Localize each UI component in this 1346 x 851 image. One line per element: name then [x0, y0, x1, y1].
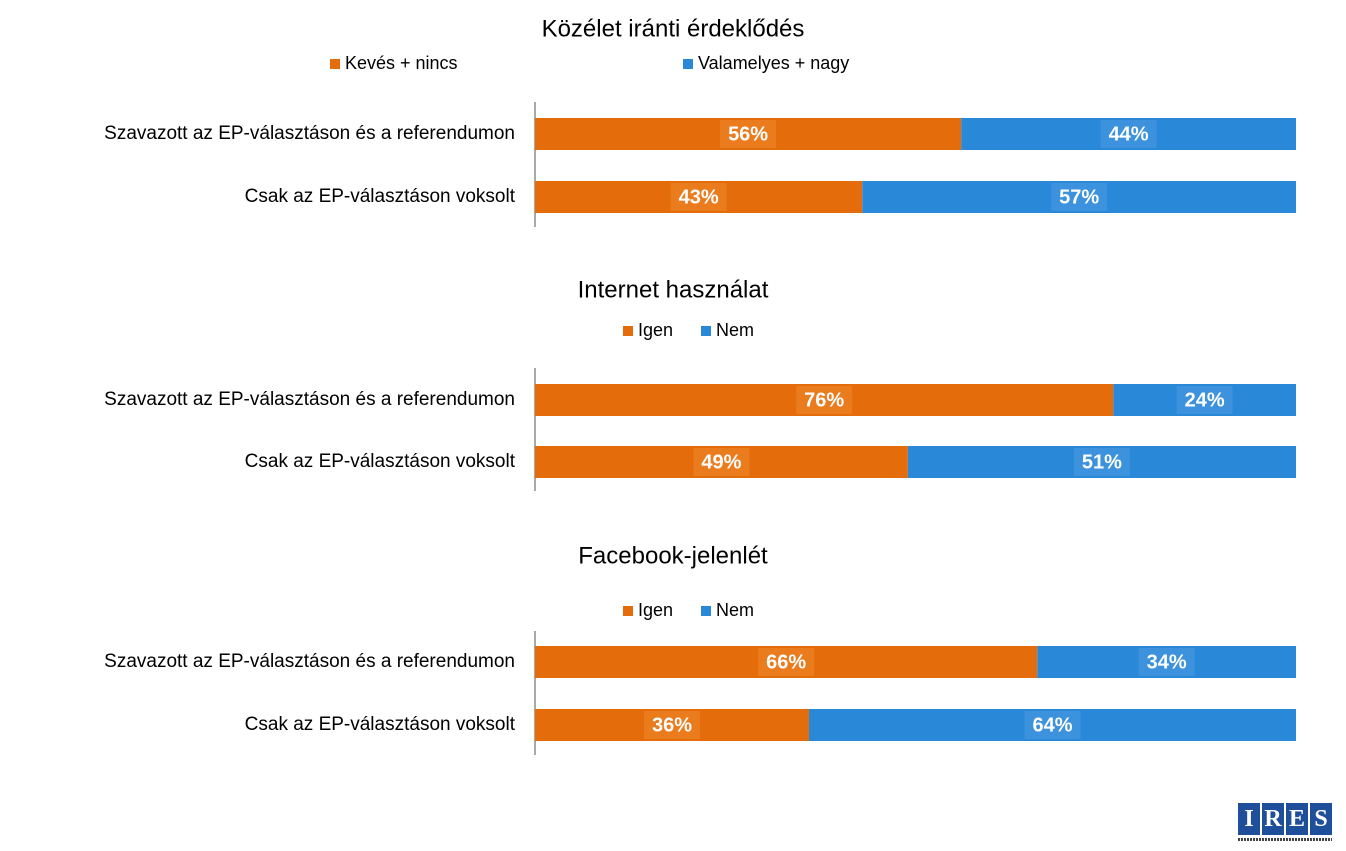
data-label: 44% [1109, 123, 1149, 145]
legend-label: Igen [638, 320, 673, 340]
data-label-background [670, 183, 727, 211]
legend-label: Valamelyes + nagy [698, 53, 849, 73]
legend-label: Nem [716, 320, 754, 340]
logo-letter: E [1286, 803, 1308, 835]
category-label: Szavazott az EP-választáson és a referen… [104, 651, 515, 672]
legend-label: Igen [638, 600, 673, 620]
legend-swatch [330, 59, 340, 69]
data-label-background [1051, 183, 1108, 211]
data-label-background [1024, 711, 1081, 739]
logo-letter: S [1310, 803, 1332, 835]
data-label: 36% [652, 714, 692, 736]
data-label: 57% [1059, 186, 1099, 208]
category-label: Szavazott az EP-választáson és a referen… [104, 389, 515, 410]
data-label: 66% [766, 651, 806, 673]
legend-swatch [701, 606, 711, 616]
data-label-background [758, 648, 815, 676]
legend-label: Nem [716, 600, 754, 620]
category-label: Csak az EP-választáson voksolt [245, 714, 516, 735]
chart-title: Közélet iránti érdeklődés [542, 15, 805, 42]
chart-title: Internet használat [578, 276, 769, 303]
legend-swatch [701, 326, 711, 336]
data-label: 64% [1032, 714, 1072, 736]
category-label: Szavazott az EP-választáson és a referen… [104, 123, 515, 144]
data-label-background [1073, 448, 1130, 476]
data-label: 56% [728, 123, 768, 145]
logo-tagline-mark [1238, 838, 1332, 841]
data-label: 24% [1185, 389, 1225, 411]
data-label-background [1176, 386, 1233, 414]
data-label: 34% [1147, 651, 1187, 673]
ires-logo: I R E S [1238, 803, 1332, 845]
data-label: 49% [701, 451, 741, 473]
chart-title: Facebook-jelenlét [578, 542, 768, 569]
data-label-background [1100, 120, 1157, 148]
legend-swatch [623, 606, 633, 616]
data-label: 76% [804, 389, 844, 411]
data-label-background [643, 711, 700, 739]
legend-swatch [623, 326, 633, 336]
category-label: Csak az EP-választáson voksolt [245, 451, 516, 472]
data-label-background [693, 448, 750, 476]
category-label: Csak az EP-választáson voksolt [245, 186, 516, 207]
legend-label: Kevés + nincs [345, 53, 458, 73]
data-label-background [796, 386, 853, 414]
logo-letter: I [1238, 803, 1260, 835]
data-label: 51% [1082, 451, 1122, 473]
data-label-background [720, 120, 777, 148]
legend-swatch [683, 59, 693, 69]
data-label: 43% [679, 186, 719, 208]
data-label-background [1138, 648, 1195, 676]
logo-letter: R [1262, 803, 1284, 835]
